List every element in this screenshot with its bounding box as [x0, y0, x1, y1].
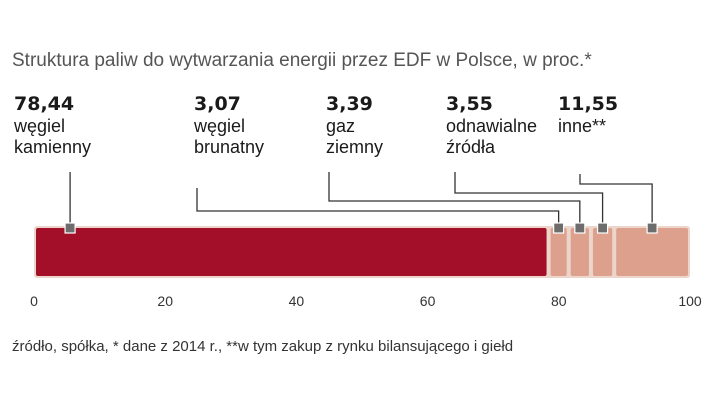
marker-4: [646, 222, 658, 234]
bar-segment-3: [592, 228, 613, 276]
category-label: węgiel kamienny: [14, 116, 92, 157]
label-inne: 11,55 inne**: [558, 92, 618, 137]
value-label: 3,39: [326, 93, 373, 115]
value-label: 3,55: [446, 93, 493, 115]
x-tick-label: 80: [551, 293, 567, 309]
marker-3: [596, 222, 609, 234]
leader-line-3: [454, 172, 604, 226]
category-label: inne**: [558, 116, 607, 136]
bar-segment-0: [36, 228, 547, 276]
value-label: 78,44: [14, 93, 75, 115]
x-tick-label: 60: [420, 293, 436, 309]
marker-2: [574, 222, 586, 234]
value-label: 3,07: [194, 93, 241, 115]
bar-segment-2: [570, 228, 589, 276]
label-wegiel-brunatny: 3,07 węgiel brunatny: [194, 92, 264, 158]
x-tick-label: 0: [30, 293, 38, 309]
leader-line-4: [579, 174, 653, 226]
x-tick-label: 20: [157, 293, 173, 309]
label-wegiel-kamienny: 78,44 węgiel kamienny: [14, 92, 91, 158]
leader-line-2: [328, 172, 581, 226]
value-label: 11,55: [558, 93, 619, 115]
category-label: odnawialne źródła: [446, 116, 538, 157]
category-label: gaz ziemny: [326, 116, 384, 157]
x-tick-label: 100: [678, 293, 702, 309]
footnote: źródło, spółka, * dane z 2014 r., **w ty…: [12, 338, 514, 355]
label-odnawialne-zrodla: 3,55 odnawialne źródła: [446, 92, 537, 158]
category-label: węgiel brunatny: [194, 116, 265, 157]
label-gaz-ziemny: 3,39 gaz ziemny: [326, 92, 383, 158]
bar-segment-4: [616, 228, 688, 276]
x-tick-label: 40: [289, 293, 305, 309]
leader-line-1: [196, 188, 560, 226]
bar-segment-1: [550, 228, 567, 276]
marker-0: [64, 222, 76, 234]
marker-1: [553, 222, 565, 234]
chart-title: Struktura paliw do wytwarzania energii p…: [12, 50, 592, 71]
